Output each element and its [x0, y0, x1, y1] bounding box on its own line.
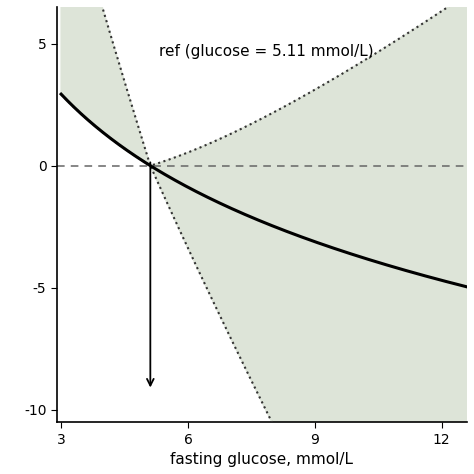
X-axis label: fasting glucose, mmol/L: fasting glucose, mmol/L	[171, 452, 354, 467]
Text: ref (glucose = 5.11 mmol/L): ref (glucose = 5.11 mmol/L)	[159, 44, 374, 59]
